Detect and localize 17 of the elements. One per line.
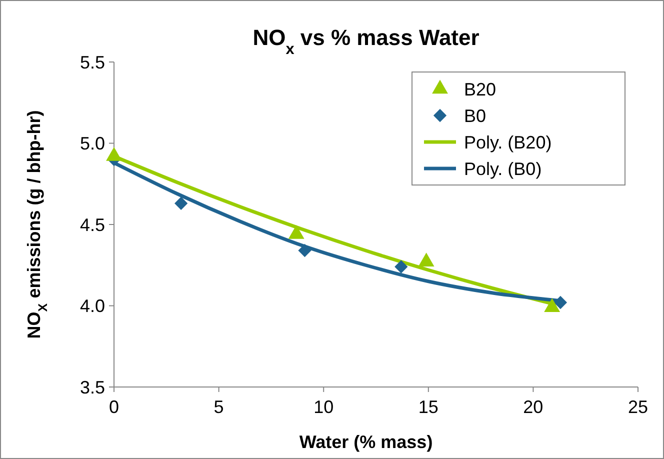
y-tick-label: 3.5	[80, 377, 105, 398]
chart-title: NO$_{x}$ vs % mass Water	[252, 25, 480, 58]
legend-label: B0	[464, 106, 486, 126]
x-tick-label: 15	[418, 397, 438, 417]
x-tick-label: 25	[628, 397, 648, 417]
legend-label: Poly. (B20)	[464, 132, 552, 152]
y-tick-label: 4.5	[80, 214, 105, 235]
x-tick-label: 10	[314, 397, 334, 417]
x-axis-title: Water (% mass)	[299, 432, 433, 452]
x-tick-label: 20	[523, 397, 544, 417]
y-tick-label: 5.0	[80, 134, 105, 154]
y-tick-label: 4.0	[80, 296, 105, 316]
legend-label: B20	[464, 79, 496, 100]
legend-label: Poly. (B0)	[464, 158, 542, 179]
y-tick-label: 5.5	[80, 52, 105, 72]
x-tick-label: 0	[108, 397, 120, 417]
x-tick-label: 5	[214, 397, 224, 417]
